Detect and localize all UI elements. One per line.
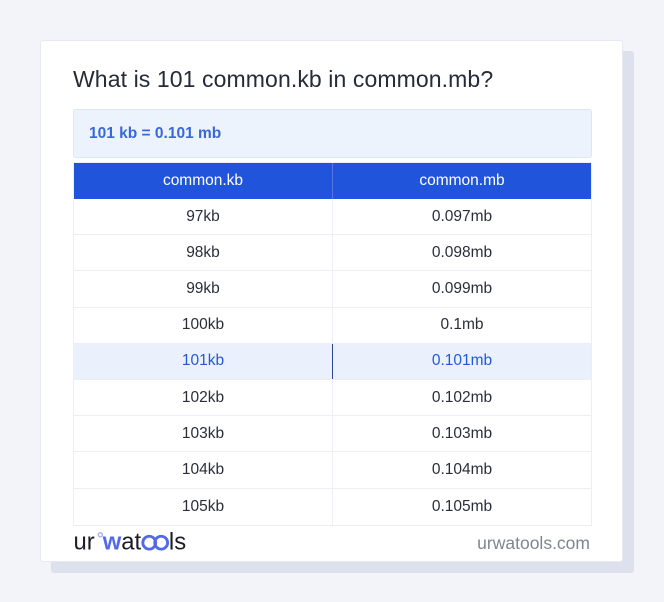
svg-text:at: at [121, 528, 141, 555]
svg-text:w: w [102, 528, 122, 555]
svg-text:ls: ls [169, 528, 186, 555]
svg-text:ur: ur [74, 528, 95, 555]
